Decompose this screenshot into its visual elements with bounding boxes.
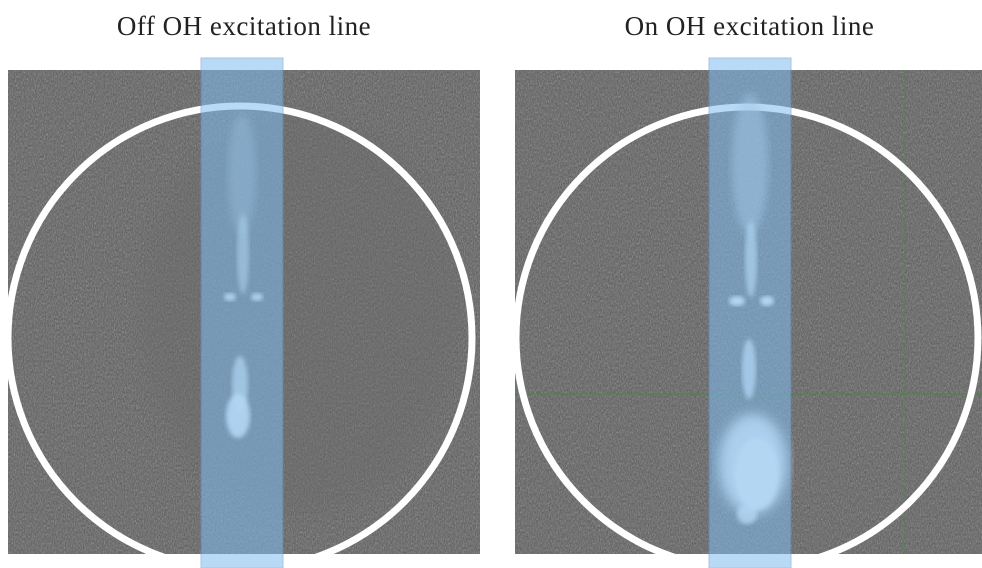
measurement-strip (708, 57, 792, 568)
off-excitation-image (4, 57, 480, 568)
on-excitation-image (512, 57, 982, 568)
left-panel-title: Off OH excitation line (116, 11, 372, 41)
on-excitation-image-panel (505, 54, 982, 568)
off-excitation-image-panel (0, 54, 490, 568)
right-panel-title: On OH excitation line (624, 11, 875, 41)
measurement-strip (200, 57, 284, 568)
